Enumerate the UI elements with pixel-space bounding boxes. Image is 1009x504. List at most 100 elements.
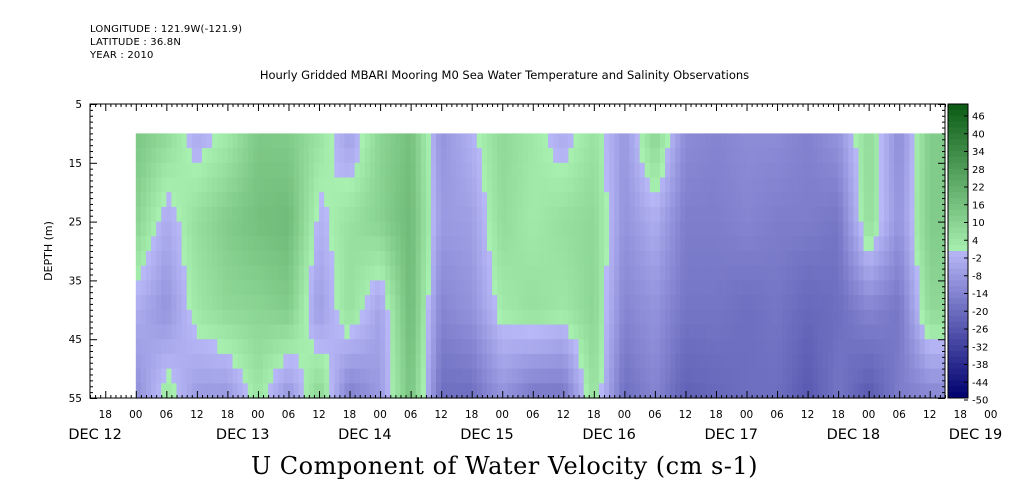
heatmap-cell <box>675 206 681 223</box>
heatmap-cell <box>761 324 768 340</box>
heatmap-cell <box>359 192 366 208</box>
heatmap-cell <box>685 192 692 208</box>
heatmap-cell <box>914 162 921 179</box>
heatmap-cell <box>161 368 167 384</box>
heatmap-cell <box>451 251 458 267</box>
heatmap-cell <box>385 221 391 237</box>
heatmap-cell <box>191 192 198 208</box>
heatmap-cell <box>405 353 412 370</box>
heatmap-cell <box>446 236 452 252</box>
heatmap-cell <box>268 162 274 179</box>
heatmap-cell <box>486 133 493 149</box>
heatmap-cell <box>909 162 916 179</box>
heatmap-cell <box>400 280 407 296</box>
heatmap-cell <box>385 265 391 281</box>
heatmap-cell <box>588 221 595 237</box>
heatmap-cell <box>695 339 702 355</box>
heatmap-cell <box>171 368 178 384</box>
heatmap-cell <box>649 148 656 164</box>
heatmap-cell <box>476 280 483 296</box>
heatmap-cell <box>497 192 503 208</box>
heatmap-cell <box>400 192 407 208</box>
heatmap-cell <box>344 206 351 223</box>
heatmap-cell <box>425 192 432 208</box>
heatmap-cell <box>481 162 488 179</box>
heatmap-cell <box>212 206 218 223</box>
heatmap-cell <box>436 339 442 355</box>
heatmap-cell <box>568 309 575 326</box>
heatmap-cell <box>649 251 656 267</box>
heatmap-cell <box>186 192 193 208</box>
heatmap-cell <box>430 339 437 355</box>
heatmap-cell <box>380 251 386 267</box>
heatmap-cell <box>741 324 748 340</box>
heatmap-cell <box>140 280 147 296</box>
heatmap-cell <box>405 177 412 193</box>
heatmap-cell <box>151 368 157 384</box>
heatmap-cell <box>827 177 834 193</box>
heatmap-cell <box>471 192 478 208</box>
heatmap-cell <box>232 162 239 179</box>
heatmap-cell <box>339 162 346 179</box>
heatmap-cell <box>497 251 503 267</box>
heatmap-cell <box>924 265 931 281</box>
heatmap-cell <box>181 339 188 355</box>
heatmap-cell <box>247 221 254 237</box>
heatmap-cell <box>527 295 534 311</box>
heatmap-cell <box>609 236 615 252</box>
heatmap-cell <box>456 324 463 340</box>
heatmap-cell <box>563 324 569 340</box>
heatmap-cell <box>782 295 788 311</box>
heatmap-cell <box>710 383 717 399</box>
heatmap-cell <box>451 133 458 149</box>
heatmap-cell <box>278 383 284 399</box>
heatmap-cell <box>573 206 580 223</box>
heatmap-cell <box>207 192 213 208</box>
heatmap-cell <box>649 280 656 296</box>
heatmap-cell <box>364 133 371 149</box>
heatmap-cell <box>186 251 193 267</box>
heatmap-cell <box>400 148 407 164</box>
heatmap-cell <box>660 251 666 267</box>
heatmap-cell <box>324 177 330 193</box>
heatmap-cell <box>471 133 478 149</box>
heatmap-cell <box>680 162 687 179</box>
heatmap-cell <box>319 295 325 311</box>
heatmap-cell <box>665 324 671 340</box>
heatmap-cell <box>644 162 651 179</box>
heatmap-cell <box>375 148 381 164</box>
heatmap-cell <box>909 280 916 296</box>
heatmap-cell <box>680 265 687 281</box>
heatmap-cell <box>858 339 865 355</box>
heatmap-cell <box>609 133 615 149</box>
heatmap-cell <box>334 368 340 384</box>
heatmap-cell <box>151 236 157 252</box>
heatmap-cell <box>782 280 788 296</box>
heatmap-cell <box>522 192 529 208</box>
colorbar-segment <box>948 274 968 281</box>
heatmap-cell <box>313 177 320 193</box>
heatmap-cell <box>939 236 946 252</box>
heatmap-cell <box>247 280 254 296</box>
heatmap-cell <box>385 133 391 149</box>
heatmap-cell <box>359 221 366 237</box>
heatmap-cell <box>873 280 880 296</box>
heatmap-cell <box>812 251 819 267</box>
heatmap-cell <box>665 162 671 179</box>
heatmap-cell <box>145 324 152 340</box>
heatmap-cell <box>548 280 554 296</box>
heatmap-cell <box>171 339 178 355</box>
heatmap-cell <box>629 368 636 384</box>
heatmap-cell <box>802 309 809 326</box>
colorbar-label: -50 <box>972 396 988 407</box>
heatmap-cell <box>298 192 305 208</box>
heatmap-cell <box>222 148 229 164</box>
heatmap-cell <box>848 251 854 267</box>
colorbar-segment <box>948 392 968 399</box>
heatmap-cell <box>390 339 396 355</box>
heatmap-cell <box>492 295 498 311</box>
heatmap-cell <box>415 265 422 281</box>
heatmap-cell <box>715 280 722 296</box>
colorbar-label: -44 <box>972 378 988 389</box>
heatmap-cell <box>634 295 641 311</box>
